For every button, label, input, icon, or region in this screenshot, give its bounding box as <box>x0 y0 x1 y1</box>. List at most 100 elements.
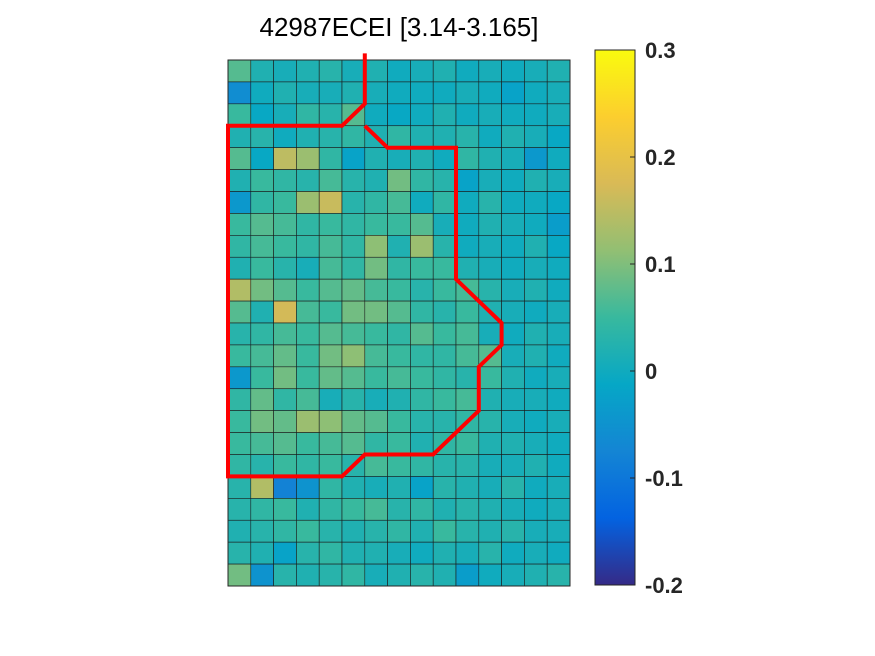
heatmap-cell <box>250 191 274 214</box>
heatmap-cell <box>546 498 571 521</box>
heatmap-cell <box>387 81 411 105</box>
heatmap-cell <box>341 498 366 521</box>
heatmap-cell <box>318 541 343 565</box>
heatmap-cell <box>432 235 457 258</box>
heatmap-cell <box>478 169 502 192</box>
heatmap-cell <box>296 563 320 587</box>
heatmap-cell <box>273 81 297 105</box>
heatmap-cell <box>296 476 320 499</box>
heatmap-cell <box>387 454 411 477</box>
heatmap-cell <box>227 213 252 236</box>
heatmap-cell <box>478 59 502 83</box>
heatmap-cell <box>546 103 571 127</box>
heatmap-cell <box>341 300 366 324</box>
heatmap-cell <box>546 432 571 455</box>
heatmap-cell <box>387 278 411 302</box>
heatmap-cell <box>387 519 411 543</box>
heatmap-cell <box>455 454 480 477</box>
heatmap-cell <box>455 322 480 346</box>
heatmap-cell <box>250 476 274 499</box>
heatmap-cell <box>546 59 571 83</box>
heatmap-cell <box>296 278 320 302</box>
heatmap-cell <box>387 103 411 127</box>
heatmap-cell <box>227 432 252 455</box>
heatmap-cell <box>387 59 411 83</box>
heatmap-cell <box>524 476 548 499</box>
heatmap-cell <box>341 366 366 390</box>
heatmap-cell <box>524 322 548 346</box>
heatmap-cell <box>410 541 434 565</box>
heatmap-cell <box>296 103 320 127</box>
heatmap-cell <box>318 103 343 127</box>
heatmap-cell <box>432 191 457 214</box>
heatmap-cell <box>250 454 274 477</box>
heatmap-cell <box>341 432 366 455</box>
heatmap-cell <box>364 256 388 280</box>
heatmap-cell <box>341 388 366 411</box>
heatmap-cell <box>478 191 502 214</box>
heatmap-cell <box>296 81 320 105</box>
heatmap-cell <box>478 388 502 411</box>
heatmap-cell <box>410 169 434 192</box>
heatmap-cell <box>273 147 297 170</box>
heatmap-cell <box>296 498 320 521</box>
heatmap-cell <box>250 563 274 587</box>
heatmap-cell <box>273 213 297 236</box>
heatmap-cell <box>273 454 297 477</box>
heatmap-cell <box>227 519 252 543</box>
heatmap-cell <box>432 256 457 280</box>
heatmap-cell <box>546 388 571 411</box>
heatmap-cell <box>273 519 297 543</box>
heatmap-cell <box>524 344 548 368</box>
colorbar-tick-label: 0.3 <box>645 38 676 63</box>
heatmap-cell <box>341 147 366 170</box>
heatmap-cell <box>250 300 274 324</box>
heatmap-cell <box>501 278 525 302</box>
heatmap-cell <box>478 322 502 346</box>
heatmap-cell <box>501 388 525 411</box>
heatmap-cell <box>227 300 252 324</box>
heatmap-cell <box>273 278 297 302</box>
heatmap-cell <box>410 388 434 411</box>
heatmap-cell <box>273 169 297 192</box>
heatmap-cell <box>250 59 274 83</box>
heatmap-cell <box>524 563 548 587</box>
heatmap-cell <box>501 322 525 346</box>
heatmap-cell <box>250 278 274 302</box>
heatmap-cell <box>524 432 548 455</box>
heatmap-cell <box>318 366 343 390</box>
heatmap-cell <box>387 191 411 214</box>
heatmap-cell <box>387 125 411 148</box>
heatmap-cell <box>410 278 434 302</box>
heatmap-cell <box>410 344 434 368</box>
heatmap-cell <box>227 59 252 83</box>
heatmap-cell <box>227 541 252 565</box>
heatmap-cell <box>341 410 366 433</box>
heatmap-cell <box>501 300 525 324</box>
heatmap-cell <box>364 432 388 455</box>
heatmap-cell <box>364 169 388 192</box>
heatmap-cell <box>387 432 411 455</box>
heatmap-cell <box>227 366 252 390</box>
heatmap-cell <box>524 278 548 302</box>
heatmap-cell <box>546 344 571 368</box>
heatmap-cell <box>341 322 366 346</box>
heatmap-cell <box>341 519 366 543</box>
heatmap-cell <box>455 476 480 499</box>
heatmap-cell <box>227 191 252 214</box>
heatmap-cell <box>546 410 571 433</box>
heatmap-cell <box>227 498 252 521</box>
heatmap-cell <box>546 256 571 280</box>
heatmap-cell <box>364 213 388 236</box>
heatmap-cell <box>410 125 434 148</box>
heatmap-cell <box>478 519 502 543</box>
heatmap-cell <box>410 213 434 236</box>
heatmap-cell <box>227 169 252 192</box>
heatmap-cell <box>432 541 457 565</box>
heatmap-cell <box>501 476 525 499</box>
heatmap-cell <box>455 235 480 258</box>
heatmap-cell <box>364 322 388 346</box>
heatmap-cell <box>432 498 457 521</box>
heatmap-cell <box>546 476 571 499</box>
